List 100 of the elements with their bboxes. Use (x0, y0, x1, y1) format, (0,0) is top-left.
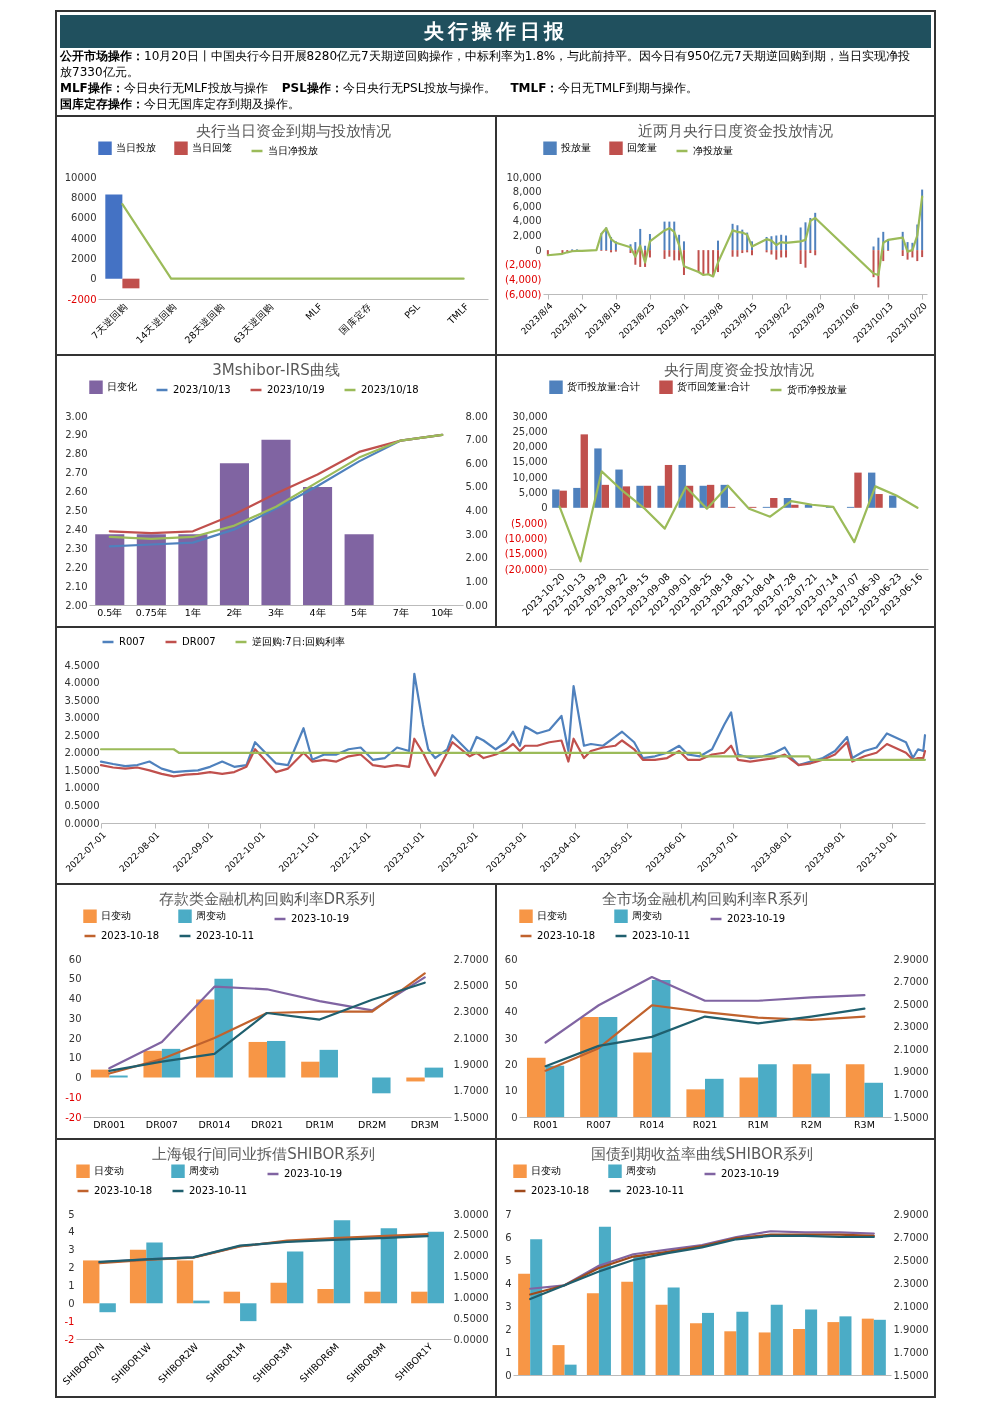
y-tick-label: 0 (90, 273, 97, 285)
legend-label: R007 (119, 636, 146, 647)
y-tick-label: 2.10 (65, 580, 88, 592)
x-tick-label: DR021 (250, 1118, 284, 1130)
chart-title: 央行当日资金到期与投放情况 (195, 122, 391, 140)
y-tick-label: 4.0000 (64, 677, 100, 689)
text: 央行操作日报 (60, 15, 931, 48)
y-tick-label: 3 (504, 1300, 511, 1312)
y-tick-label: 40 (68, 993, 82, 1004)
x-tick-label: R021 (692, 1118, 717, 1130)
y-tick-label: 0.5000 (64, 799, 100, 811)
y-tick-label: 1 (68, 1279, 75, 1291)
y2-tick-label: 2.7000 (893, 976, 928, 988)
y-tick-label: 3.00 (65, 410, 88, 422)
y-tick-label: 0 (504, 1369, 511, 1381)
x-tick-label: R3M (853, 1118, 875, 1130)
legend-label: 日变动 (101, 910, 131, 922)
y2-tick-label: 0.00 (465, 599, 488, 611)
y-tick-label: (20,000) (504, 563, 548, 575)
legend-label: 回笼量 (626, 142, 657, 154)
y-tick-label: 10 (504, 1085, 517, 1097)
y-tick-label: 7 (504, 1208, 511, 1220)
x-tick-label: 2年 (226, 606, 243, 618)
x-tick-label: 0.5年 (97, 606, 123, 618)
y-tick-label: 30,000 (512, 410, 547, 422)
y-tick-label: 20 (68, 1032, 82, 1044)
legend-label: DR007 (182, 636, 216, 647)
y2-tick-label: 2.5000 (453, 979, 489, 991)
x-tick-label: DR014 (198, 1118, 231, 1130)
y2-tick-label: 2.00 (465, 552, 488, 564)
y-tick-label: 6 (504, 1231, 511, 1243)
y-tick-label: 2.0000 (64, 747, 100, 759)
y2-tick-label: 2.7000 (453, 953, 489, 965)
y2-tick-label: 2.3000 (893, 1277, 928, 1289)
legend-label: 周变动 (631, 910, 662, 922)
y2-tick-label: 1.5000 (893, 1369, 928, 1381)
legend-label: 日变动 (536, 910, 567, 922)
x-tick-label: 28天逆回购 (182, 300, 227, 346)
x-tick-label: 3年 (267, 606, 285, 618)
y-tick-label: 2.20 (65, 561, 88, 573)
y2-tick-label: 1.5000 (453, 1111, 489, 1123)
y-tick-label: 2 (68, 1262, 75, 1274)
y-tick-label: 3.5000 (64, 694, 100, 706)
legend-label: 2023-10-11 (625, 1185, 684, 1196)
y-tick-label: 2.40 (65, 523, 88, 535)
legend-label: 周变动 (189, 1165, 219, 1177)
legend-label: 投放量 (559, 142, 591, 154)
legend-label: 2023-10-19 (720, 1168, 779, 1179)
y2-tick-label: 2.9000 (893, 1208, 928, 1220)
y-tick-label: (5,000) (510, 517, 548, 529)
y2-tick-label: 6.00 (465, 457, 488, 469)
y-tick-label: 2.60 (65, 486, 88, 498)
chart-title: 近两月央行日度资金投放情况 (637, 122, 832, 140)
x-tick-label: 7年 (392, 606, 409, 618)
x-tick-label: 14天逆回购 (133, 300, 179, 346)
y-tick-label: 20 (504, 1058, 517, 1070)
x-tick-label: 4年 (309, 606, 326, 618)
y2-tick-label: 2.3000 (453, 1006, 489, 1018)
y2-tick-label: 2.7000 (893, 1231, 928, 1243)
chart-title: 全市场金融机构回购利率R系列 (601, 890, 808, 908)
y-tick-label: -20 (65, 1111, 82, 1123)
x-tick-label: DR001 (93, 1118, 126, 1130)
y-tick-label: 3 (68, 1244, 75, 1256)
y2-tick-label: 2.1000 (453, 1032, 489, 1044)
legend-label: 2023-10-18 (536, 930, 595, 941)
y-tick-label: 2,000 (512, 230, 541, 241)
y-tick-label: -10 (65, 1091, 82, 1103)
y-tick-label: 0 (510, 1111, 517, 1123)
y-tick-label: 2.70 (65, 467, 88, 479)
y-tick-label: (4,000) (504, 273, 542, 285)
y-tick-label: 4000 (71, 232, 97, 244)
y2-tick-label: 1.5000 (893, 1111, 928, 1123)
x-tick-label: R001 (532, 1118, 558, 1130)
legend-label: 当日回笼 (192, 142, 232, 154)
legend-label: 当日净投放 (268, 145, 318, 156)
y2-tick-label: 0.5000 (453, 1312, 489, 1324)
y2-tick-label: 2.1000 (893, 1300, 928, 1312)
legend-label: 2023-10-18 (101, 930, 160, 941)
y-tick-label: 3.0000 (64, 712, 100, 724)
x-tick-label: DR2M (358, 1118, 387, 1130)
y-tick-label: 30 (504, 1032, 517, 1044)
text: 国库定存操作：今日无国库定存到期及操作。 (60, 96, 300, 112)
legend-label: 2023/10/13 (173, 384, 231, 395)
legend-label: 货币净投放量 (786, 384, 847, 395)
legend-label: 逆回购:7日:回购利率 (252, 636, 346, 647)
legend-label: 2023/10/19 (267, 384, 325, 395)
y2-tick-label: 8.00 (465, 410, 488, 422)
y-tick-label: 8000 (71, 191, 97, 203)
y-tick-label: 10 (68, 1052, 82, 1064)
y-tick-label: 4 (504, 1277, 511, 1289)
y-tick-label: -2000 (67, 293, 97, 305)
y2-tick-label: 1.7000 (893, 1088, 928, 1100)
y-tick-label: (15,000) (504, 548, 548, 560)
x-tick-label: DR007 (145, 1118, 178, 1130)
y2-tick-label: 1.7000 (453, 1085, 489, 1097)
x-tick-label: 1年 (184, 606, 201, 618)
chart-title: 上海银行间同业拆借SHIBOR系列 (152, 1145, 375, 1163)
chart-title: 国债到期收益率曲线SHIBOR系列 (590, 1145, 813, 1163)
y-tick-label: 10,000 (506, 171, 541, 183)
y-tick-label: 50 (68, 973, 82, 985)
